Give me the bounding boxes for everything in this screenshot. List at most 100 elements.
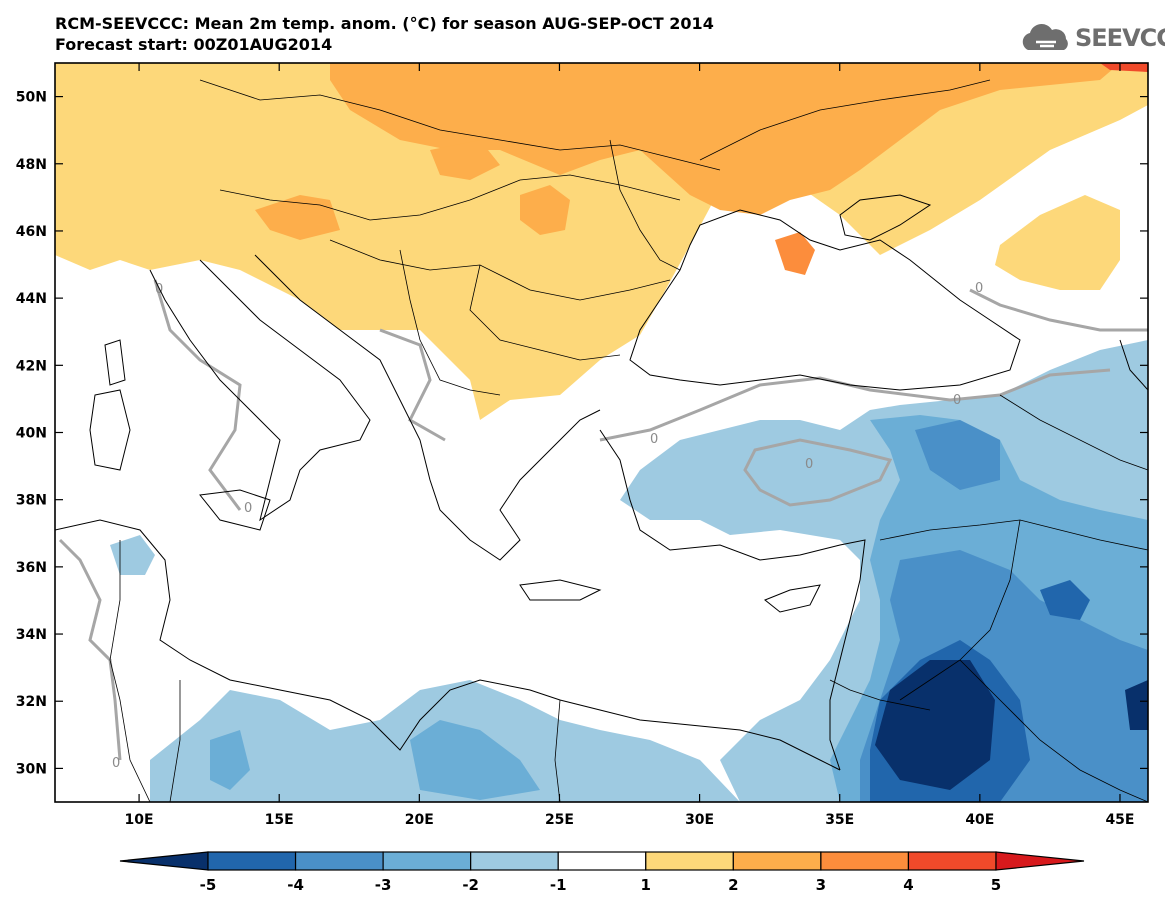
cool-anomaly-3-4-north (915, 420, 1000, 490)
zero-contour-balkans (379, 328, 446, 442)
colorbar-label: -4 (287, 876, 304, 894)
colorbar-segment (820, 851, 910, 871)
cool-anomaly-2-3-west (210, 730, 250, 790)
lon-tick-label: 10E (125, 812, 154, 828)
border (169, 680, 181, 802)
lat-tick-label: 42N (16, 358, 47, 374)
warm-anomaly-2-3-alps (255, 195, 340, 240)
lat-tick-label: 38N (16, 493, 47, 509)
border (609, 139, 681, 271)
contour-label: 0 (112, 756, 120, 771)
warm-anomaly-2-3-hungary (430, 140, 500, 180)
zero-contour-caucasus (969, 288, 1148, 332)
colorbar-label: 4 (903, 876, 913, 894)
colorbar-min-arrow (119, 851, 209, 871)
colorbar-segment (382, 851, 472, 871)
contour-label: 0 (650, 432, 658, 447)
contour-label: 0 (975, 281, 983, 296)
colorbar-label: 2 (728, 876, 738, 894)
border (329, 239, 671, 301)
sicily-coast (199, 489, 271, 531)
lon-tick-label: 45E (1105, 812, 1134, 828)
border (199, 79, 721, 171)
colorbar-segment (294, 851, 384, 871)
africa-coast (55, 519, 841, 771)
colorbar-segment (732, 851, 822, 871)
cyprus-coast (764, 584, 821, 613)
seevccc-logo: SEEVCCC (1075, 24, 1165, 52)
lon-tick-label: 25E (545, 812, 574, 828)
country-borders (109, 79, 1148, 802)
forecast-start-label: Forecast start: 00Z01AUG2014 (55, 35, 333, 54)
lat-tick-label: 46N (16, 224, 47, 240)
colorbar-label: -1 (550, 876, 567, 894)
lat-tick-label: 44N (16, 291, 47, 307)
border (109, 540, 151, 802)
border (829, 679, 931, 711)
colorbar-segment (470, 851, 559, 871)
cool-anomaly-1-2-tunisia (110, 535, 155, 575)
border (959, 659, 1148, 802)
zero-contour-anatolia (743, 438, 893, 507)
map-title: RCM-SEEVCCC: Mean 2m temp. anom. (°C) fo… (55, 14, 714, 33)
lon-tick-label: 15E (265, 812, 294, 828)
latitude-axis: 30N 32N 34N 36N 38N 40N 42N 44N 46N 48N 50N (16, 90, 1148, 777)
lat-tick-label: 50N (16, 90, 47, 106)
colorbar-segment (907, 851, 997, 871)
lon-tick-label: 35E (825, 812, 854, 828)
cool-anomaly-4-5-east (1040, 580, 1090, 620)
colorbar-max-arrow (995, 851, 1085, 871)
coastlines (55, 194, 1148, 771)
border (899, 519, 1021, 701)
lat-tick-label: 48N (16, 157, 47, 173)
warm-anomaly-3-4-crimea (775, 232, 815, 275)
warm-anomaly-1-2-east (995, 195, 1120, 290)
caspian-coast (1119, 339, 1148, 391)
colorbar-segment (557, 851, 647, 871)
zero-contour-africa (58, 538, 122, 761)
lon-tick-label: 30E (685, 812, 714, 828)
colorbar: -5 -4 -3 -2 -1 1 2 3 4 5 (119, 851, 1085, 894)
cool-anomaly-5plus-east (1125, 680, 1148, 730)
contour-label: 0 (805, 457, 813, 472)
colorbar-label: -3 (375, 876, 392, 894)
colorbar-label: 1 (641, 876, 651, 894)
colorbar-segment (207, 851, 297, 871)
lon-tick-label: 40E (965, 812, 994, 828)
colorbar-label: -2 (462, 876, 479, 894)
border (999, 394, 1148, 471)
contour-label: 0 (953, 393, 961, 408)
cloud-icon (1022, 24, 1068, 50)
colorbar-label: 5 (991, 876, 1001, 894)
lat-tick-label: 40N (16, 426, 47, 442)
azov-sea-coast (839, 194, 932, 241)
border (554, 699, 561, 802)
longitude-axis: 10E 15E 20E 25E 30E 35E 40E 45E (125, 63, 1134, 828)
border (219, 174, 681, 221)
crete-coast (519, 579, 602, 601)
lon-tick-label: 20E (405, 812, 434, 828)
warm-anomaly-2-3 (330, 63, 1120, 215)
border (469, 264, 621, 361)
lat-tick-label: 32N (16, 694, 47, 710)
colorbar-label: 3 (816, 876, 826, 894)
anomaly-shading: 0 0 0 0 0 0 0 (55, 63, 1148, 802)
contour-labels: 0 0 0 0 0 0 0 (112, 281, 983, 771)
turkey-south-coast (599, 429, 866, 771)
contour-label: 0 (155, 282, 163, 297)
zero-contour-italy (153, 279, 242, 511)
corsica-coast (104, 339, 126, 386)
adriatic-east-coast (254, 254, 601, 561)
sardinia-coast (89, 389, 131, 471)
warm-anomaly-2-3-romania (520, 185, 570, 235)
lat-tick-label: 36N (16, 560, 47, 576)
border (699, 79, 991, 161)
contour-label: 0 (244, 501, 252, 516)
lat-tick-label: 30N (16, 761, 47, 777)
colorbar-segment (645, 851, 734, 871)
black-sea-coast (629, 209, 1021, 391)
colorbar-label: -5 (200, 876, 217, 894)
cool-anomaly-5plus (875, 660, 995, 790)
border (399, 249, 501, 396)
